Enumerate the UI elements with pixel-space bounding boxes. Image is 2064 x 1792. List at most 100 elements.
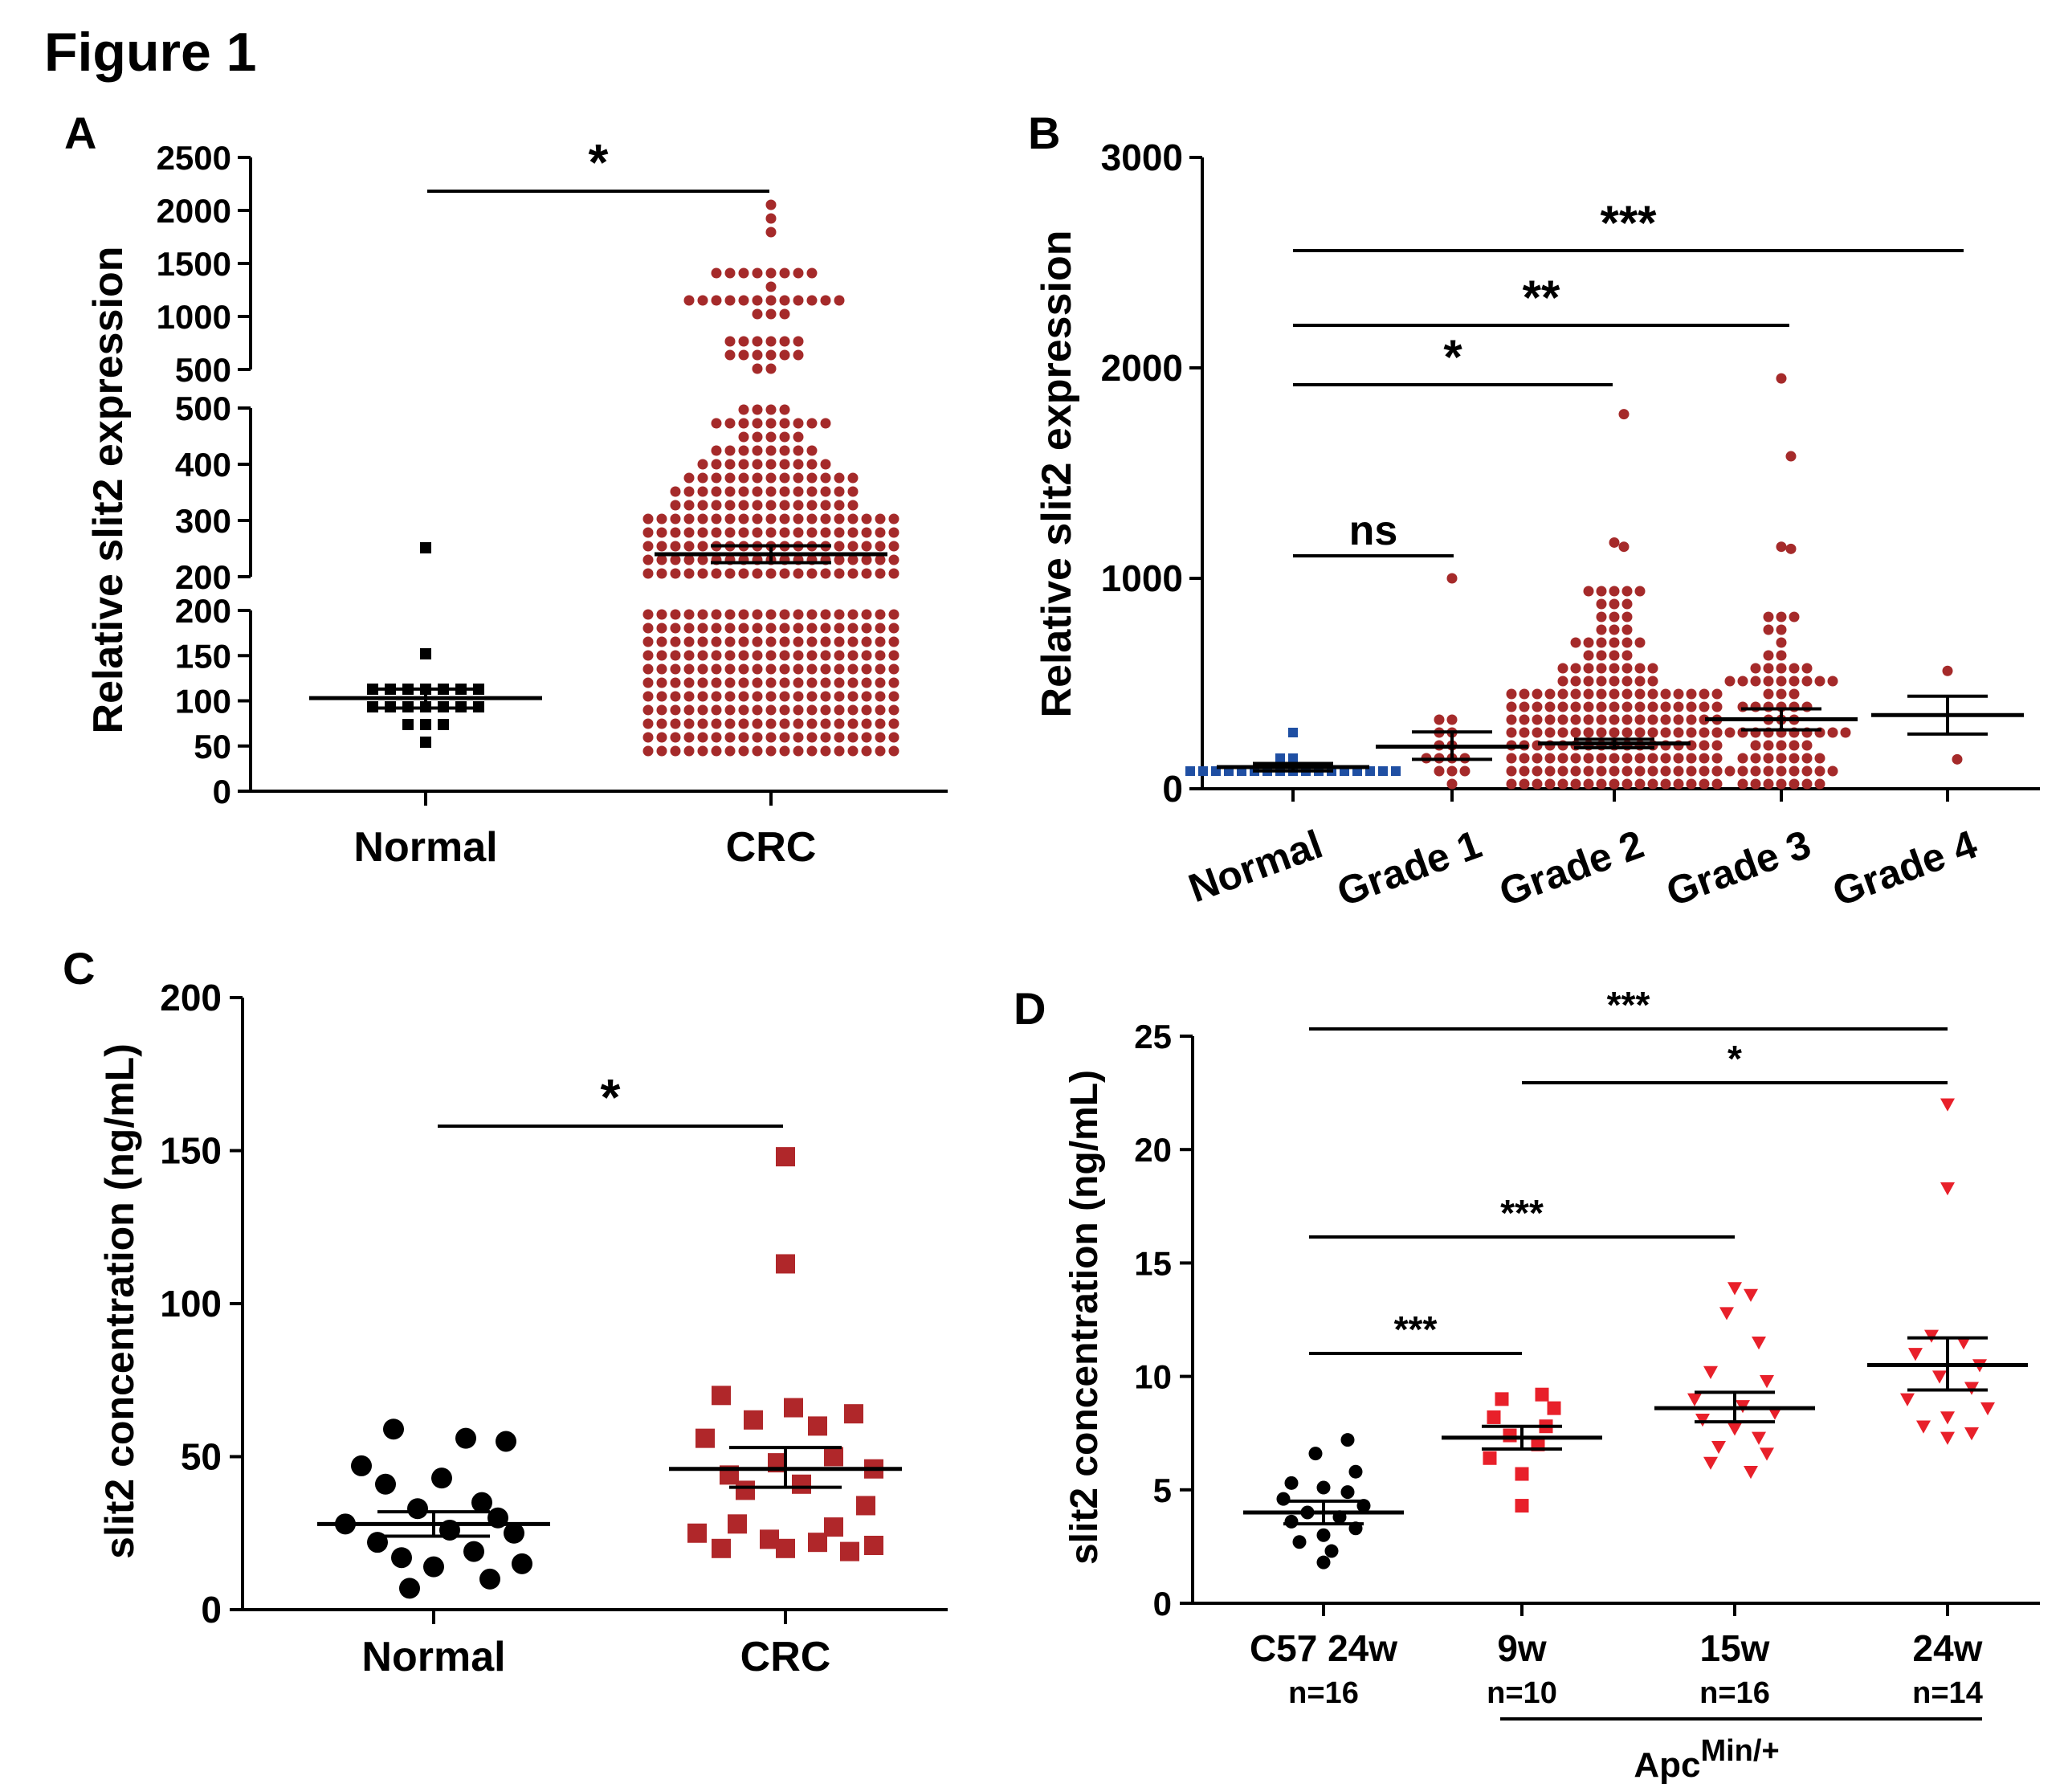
a-crc-point-104 [793, 745, 804, 757]
a-crc-point-329 [806, 568, 818, 579]
b-3-point-21 [1801, 778, 1813, 790]
a-crc-point-74 [738, 623, 749, 634]
b-3-point-33 [1814, 778, 1825, 790]
a-crc-point-343 [738, 513, 749, 525]
b-outlier-4 [1776, 373, 1787, 384]
b-2-point-213 [1532, 701, 1543, 712]
a-crc-point-347 [683, 568, 695, 579]
c-normal-point-2 [496, 1431, 516, 1452]
a-crc-point-174 [847, 636, 859, 647]
a-crc-point-517 [765, 308, 777, 320]
b-2-point-249 [1621, 663, 1633, 674]
a-crc-point-206 [656, 745, 667, 757]
b-2-point-51 [1711, 740, 1723, 751]
d-2-point-2 [1719, 1307, 1734, 1321]
b-2-point-67 [1686, 753, 1697, 764]
b-3-point-26 [1801, 753, 1813, 764]
a-crc-point-498 [820, 418, 831, 429]
b-2-point-100 [1519, 778, 1530, 790]
b-3-point-16 [1750, 778, 1761, 790]
panel-b: 0 1000 2000 3000 Normal Grade 1 Grade 2 Grade 3… [1034, 137, 2040, 915]
a-crc-point-166 [670, 623, 681, 634]
a-crc-point-48 [793, 663, 804, 675]
a-crc-point-475 [752, 431, 763, 443]
a-crc-point-346 [861, 541, 872, 552]
d-2-point-15 [1744, 1466, 1758, 1480]
a-crc-point-158 [670, 677, 681, 688]
a-crc-point-300 [765, 527, 777, 538]
b-1-point-8 [1446, 714, 1458, 725]
b-2-point-244 [1609, 598, 1620, 610]
a-crc-point-470 [765, 418, 777, 429]
d-1-point-8 [1515, 1467, 1529, 1481]
c-normal-point-3 [351, 1455, 372, 1476]
a-crc-point-73 [793, 636, 804, 647]
a-crc-point-163 [847, 623, 859, 634]
a-crc-point-366 [875, 568, 886, 579]
b-2-point-183 [1634, 714, 1646, 725]
a-crc-point-497 [806, 445, 818, 456]
a-crc-point-41 [793, 704, 804, 716]
a-crc-point-106 [711, 650, 722, 661]
a-crc-point-486 [779, 445, 790, 456]
a-crc-point-465 [724, 459, 736, 470]
a-crc-point-178 [847, 663, 859, 675]
a-crc-point-26 [779, 609, 790, 620]
b-2-point-214 [1647, 688, 1658, 700]
panel-a-letter: A [64, 108, 96, 158]
b-2-point-9 [1609, 778, 1620, 790]
a-crc-point-499 [711, 445, 722, 456]
a-crc-point-503 [765, 336, 777, 347]
a-y-tick-label-2-0: 500 [175, 351, 231, 389]
a-normal-point-16 [420, 719, 431, 730]
b-2-point-267 [1583, 650, 1594, 661]
a-crc-point-342 [670, 541, 681, 552]
a-crc-point-93 [861, 691, 872, 702]
a-crc-point-55 [820, 732, 831, 743]
a-crc-point-512 [724, 349, 736, 361]
d-x-tick-label-2: 15w [1700, 1627, 1770, 1669]
a-crc-point-336 [820, 568, 831, 579]
a-crc-point-508 [779, 336, 790, 347]
d-0-point-14 [1324, 1544, 1339, 1558]
d-significance-2-label: *** [1500, 1192, 1544, 1234]
b-2-point-233 [1506, 701, 1517, 712]
a-crc-point-520 [724, 295, 736, 306]
a-crc-point-476 [820, 459, 831, 470]
c-normal-point-18 [399, 1578, 420, 1599]
a-crc-point-32 [793, 718, 804, 729]
a-crc-point-419 [820, 513, 831, 525]
d-3-point-3 [1956, 1337, 1971, 1350]
a-y-tick-label-2-3: 2000 [157, 192, 231, 230]
a-crc-point-83 [697, 704, 708, 716]
b-3-point-30 [1711, 727, 1723, 738]
a-crc-point-97 [724, 623, 736, 634]
a-crc-point-172 [642, 677, 654, 688]
b-1-point-11 [1459, 765, 1470, 777]
b-2-point-271 [1583, 637, 1594, 648]
a-crc-point-81 [779, 745, 790, 757]
b-3-point-8 [1763, 740, 1774, 751]
a-crc-point-377 [697, 527, 708, 538]
a-crc-point-217 [642, 718, 654, 729]
b-3-point-27 [1814, 765, 1825, 777]
c-y-tick-label-4: 200 [160, 977, 222, 1018]
a-crc-point-50 [779, 636, 790, 647]
a-crc-point-483 [738, 418, 749, 429]
b-2-point-266 [1621, 598, 1633, 610]
b-2-point-185 [1519, 727, 1530, 738]
b-2-point-15 [1634, 753, 1646, 764]
c-crc-point-12 [792, 1474, 811, 1494]
a-crc-point-255 [642, 609, 654, 620]
b-3-point-9 [1776, 753, 1787, 764]
b-2-point-21 [1583, 765, 1594, 777]
a-crc-point-424 [752, 500, 763, 511]
a-crc-point-391 [861, 527, 872, 538]
c-crc-point-0 [776, 1147, 795, 1167]
a-crc-point-70 [738, 636, 749, 647]
a-crc-point-71 [697, 732, 708, 743]
c-crc-point-17 [687, 1523, 707, 1543]
a-crc-point-54 [806, 691, 818, 702]
b-2-point-84 [1711, 753, 1723, 764]
